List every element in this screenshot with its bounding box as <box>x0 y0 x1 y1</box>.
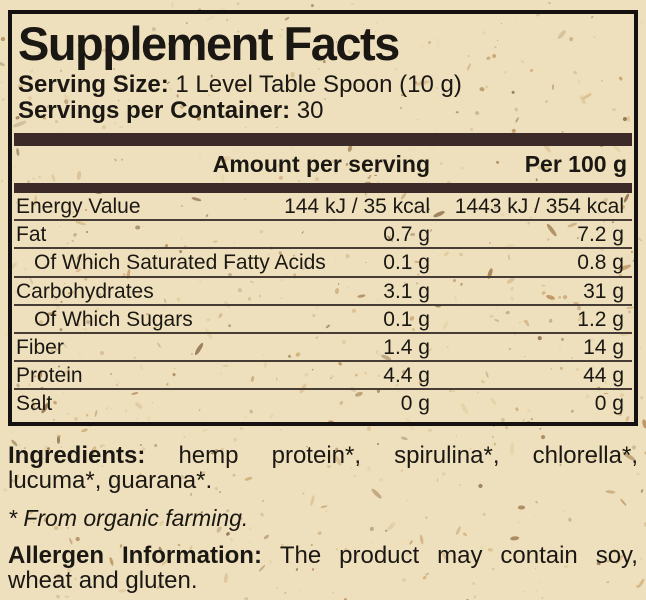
row-per-100g: 44 g <box>583 364 624 388</box>
row-amount-per-serving: 144 kJ / 35 kcal <box>284 195 430 218</box>
row-per-100g: 14 g <box>583 335 624 359</box>
row-label: Salt <box>16 392 53 416</box>
row-per-100g: 7.2 g <box>577 223 624 247</box>
row-label: Energy Value <box>16 195 141 218</box>
row-amount-per-serving: 0.1 g <box>383 307 430 331</box>
row-per-100g: 0.8 g <box>577 251 624 275</box>
row-label: Of Which Sugars <box>34 307 193 331</box>
table-row: Protein 4.4 g 44 g <box>14 362 632 391</box>
table-row: Carbohydrates 3.1 g 31 g <box>14 278 632 306</box>
table-row: Of Which Saturated Fatty Acids 0.1 g 0.8… <box>14 249 632 278</box>
divider-bar-header <box>14 183 632 193</box>
label-content: Supplement Facts Serving Size: 1 Level T… <box>0 10 646 593</box>
row-amount-per-serving: 0 g <box>400 392 430 416</box>
ingredients-line-2: lucuma*, guarana*. <box>8 467 213 494</box>
table-row: Of Which Sugars 0.1 g 1.2 g <box>14 306 632 334</box>
ingredients-line-1: Ingredients: hemp protein*, spirulina*, chlo… <box>8 442 638 469</box>
row-amount-per-serving: 1.4 g <box>383 335 430 359</box>
facts-box: Supplement Facts Serving Size: 1 Level T… <box>8 10 638 426</box>
row-amount-per-serving: 3.1 g <box>383 279 430 303</box>
row-per-100g: 1443 kJ / 354 kcal <box>454 195 624 218</box>
column-header-amount-per-serving: Amount per serving <box>212 151 430 177</box>
row-label: Of Which Saturated Fatty Acids <box>34 251 326 275</box>
table-row: Fat 0.7 g 7.2 g <box>14 221 632 250</box>
row-label: Fiber <box>16 335 64 359</box>
serving-size-value: 1 Level Table Spoon (10 g) <box>175 71 462 98</box>
table-row: Fiber 1.4 g 14 g <box>14 334 632 363</box>
allergen-line-1: Allergen Information: The product may contain… <box>8 542 638 569</box>
row-per-100g: 1.2 g <box>577 307 624 331</box>
row-label: Fat <box>16 223 47 247</box>
table-header-row: Amount per serving Per 100 g <box>14 146 632 183</box>
table-row: Salt 0 g 0 g <box>14 390 632 418</box>
organic-footnote: * From organic farming. <box>8 505 249 531</box>
servings-per-container-value: 30 <box>296 97 324 124</box>
page-title: Supplement Facts <box>18 17 400 70</box>
serving-size-line: Serving Size: 1 Level Table Spoon (10 g) <box>18 72 632 98</box>
divider-bar-top <box>14 133 632 146</box>
row-amount-per-serving: 0.7 g <box>383 223 430 247</box>
row-label: Carbohydrates <box>16 279 154 303</box>
allergen-line-2: wheat and gluten. <box>8 567 198 594</box>
row-per-100g: 31 g <box>583 279 624 303</box>
row-amount-per-serving: 0.1 g <box>383 251 430 275</box>
row-per-100g: 0 g <box>594 392 624 416</box>
serving-size-label: Serving Size: <box>18 71 169 98</box>
column-header-per-100g: Per 100 g <box>524 151 627 177</box>
facts-table-body: Energy Value 144 kJ / 35 kcal 1443 kJ / … <box>14 193 632 419</box>
servings-per-container-line: Servings per Container: 30 <box>18 98 632 124</box>
table-row: Energy Value 144 kJ / 35 kcal 1443 kJ / … <box>14 193 632 222</box>
row-label: Protein <box>16 364 83 388</box>
row-amount-per-serving: 4.4 g <box>383 364 430 388</box>
servings-per-container-label: Servings per Container: <box>18 97 291 124</box>
